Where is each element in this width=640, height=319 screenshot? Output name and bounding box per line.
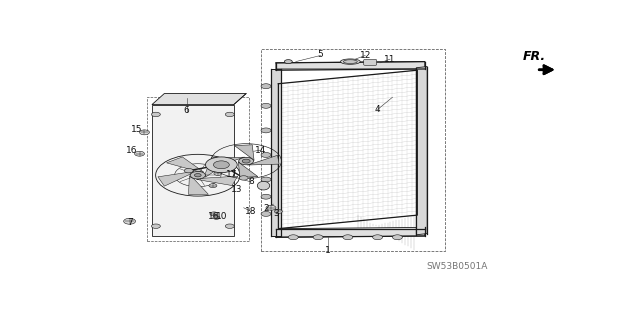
Circle shape [261, 103, 271, 108]
Circle shape [140, 130, 150, 135]
Polygon shape [276, 227, 425, 237]
Ellipse shape [344, 60, 357, 63]
Circle shape [261, 84, 271, 89]
Text: 18: 18 [245, 207, 257, 216]
Circle shape [392, 235, 403, 240]
Circle shape [242, 159, 250, 163]
Polygon shape [189, 176, 209, 195]
Polygon shape [416, 67, 428, 235]
Circle shape [239, 176, 248, 180]
Polygon shape [238, 162, 258, 177]
Circle shape [205, 157, 237, 173]
Circle shape [275, 210, 282, 213]
Polygon shape [158, 171, 194, 186]
Text: 17: 17 [225, 170, 237, 179]
Text: 15: 15 [131, 125, 143, 134]
Circle shape [261, 211, 271, 216]
Text: 13: 13 [230, 185, 242, 194]
Polygon shape [271, 69, 281, 236]
Polygon shape [276, 62, 425, 69]
Circle shape [261, 128, 271, 133]
Text: 7: 7 [127, 218, 132, 227]
Text: FR.: FR. [522, 50, 545, 63]
Text: 16: 16 [126, 145, 138, 154]
Text: 6: 6 [184, 106, 189, 115]
Text: 5: 5 [317, 50, 323, 59]
Circle shape [152, 112, 161, 117]
Circle shape [209, 184, 217, 188]
Circle shape [213, 216, 220, 219]
Polygon shape [152, 93, 246, 105]
Circle shape [214, 171, 222, 175]
Text: 16: 16 [208, 212, 220, 221]
Polygon shape [166, 157, 204, 172]
Circle shape [343, 235, 353, 240]
Text: 2: 2 [263, 204, 269, 213]
Circle shape [225, 224, 234, 228]
Circle shape [124, 218, 136, 224]
Circle shape [225, 112, 234, 117]
Polygon shape [152, 105, 234, 236]
Text: 8: 8 [248, 177, 254, 187]
Circle shape [261, 177, 271, 182]
Polygon shape [247, 155, 279, 165]
Text: SW53B0501A: SW53B0501A [426, 262, 488, 271]
FancyBboxPatch shape [364, 59, 376, 65]
Circle shape [152, 224, 161, 228]
Ellipse shape [340, 59, 360, 64]
Circle shape [239, 157, 253, 165]
Circle shape [195, 174, 201, 177]
Circle shape [213, 161, 229, 169]
Polygon shape [234, 145, 254, 160]
Text: 14: 14 [255, 145, 267, 154]
Polygon shape [213, 157, 245, 167]
Circle shape [210, 212, 218, 216]
Circle shape [261, 152, 271, 157]
Text: 1: 1 [325, 246, 331, 255]
Circle shape [266, 205, 276, 210]
Circle shape [288, 235, 298, 240]
Text: 4: 4 [375, 105, 380, 114]
Text: 10: 10 [216, 212, 227, 221]
Circle shape [134, 151, 145, 156]
Circle shape [284, 60, 292, 63]
Circle shape [313, 235, 323, 240]
Circle shape [190, 171, 205, 179]
Ellipse shape [257, 182, 269, 190]
Circle shape [261, 194, 271, 199]
Polygon shape [205, 157, 228, 177]
Polygon shape [196, 176, 238, 186]
Circle shape [184, 168, 193, 173]
Text: 11: 11 [384, 55, 396, 64]
Text: 12: 12 [360, 51, 371, 60]
Text: 3: 3 [273, 209, 279, 219]
Circle shape [372, 235, 383, 240]
